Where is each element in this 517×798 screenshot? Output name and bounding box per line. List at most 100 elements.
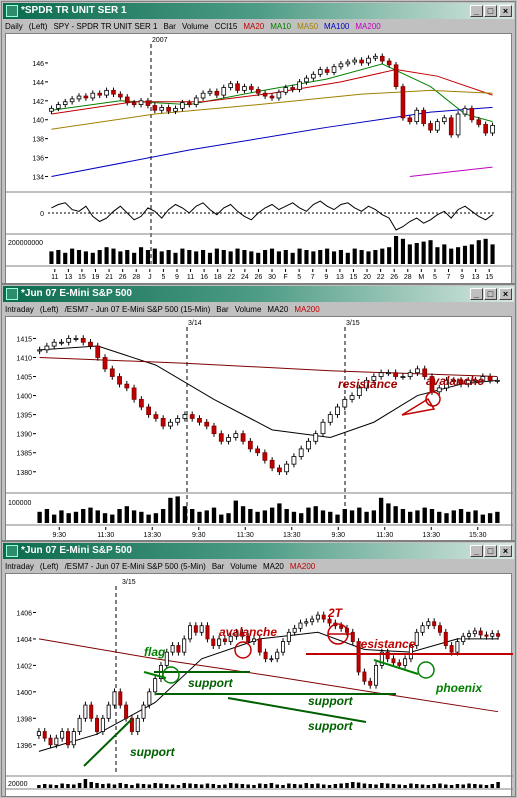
price-bar xyxy=(164,651,169,666)
y-tick-label: 146 xyxy=(32,61,44,68)
maximize-button[interactable]: □ xyxy=(484,5,497,17)
ma20-label: MA20 xyxy=(267,305,289,314)
volume-bar xyxy=(426,785,431,788)
volume-label: Volume xyxy=(234,305,262,314)
volume-bar xyxy=(83,779,88,788)
es-15min-chart[interactable]: 3/14 3/15 1380 1385 1390 1395 1400 1405 1410 1415… xyxy=(6,317,513,540)
price-bar xyxy=(291,456,297,465)
price-bar xyxy=(436,387,442,393)
price-bar xyxy=(444,379,449,389)
price-bar xyxy=(197,418,202,423)
volume-bar xyxy=(70,248,75,264)
minimize-button[interactable]: _ xyxy=(470,5,483,17)
price-bar xyxy=(60,731,65,739)
window-titlebar[interactable]: *Jun 07 E-Mini S&P 500 _ □ × xyxy=(3,286,514,302)
phoenix-line xyxy=(373,659,419,675)
volume-bar xyxy=(130,785,134,788)
cci-zero-label: 0 xyxy=(40,211,44,218)
volume-bar xyxy=(240,784,245,788)
volume-bar xyxy=(141,784,146,788)
window-titlebar[interactable]: *Jun 07 E-Mini S&P 500 _ □ × xyxy=(3,543,514,559)
y-tick-label: 1406 xyxy=(16,610,32,617)
volume-bar xyxy=(351,782,355,788)
y-tick-label: 1380 xyxy=(16,470,32,477)
price-bar xyxy=(480,376,486,381)
minimize-button[interactable]: _ xyxy=(470,288,483,300)
spy-daily-chart[interactable]: 2007 134 136 138 140 142 144 146 0 200000000 11 13 1… xyxy=(6,34,513,283)
volume-bar xyxy=(159,251,164,264)
price-bar xyxy=(449,645,454,653)
volume-bar xyxy=(414,784,419,788)
x-tick-label: 9 xyxy=(460,274,464,281)
close-button[interactable]: × xyxy=(499,288,512,300)
chart-info-bar: Intraday (Left) /ESM7 - Jun 07 E-Mini S&P … xyxy=(5,560,512,573)
maximize-button[interactable]: □ xyxy=(484,288,497,300)
volume-bar xyxy=(73,511,79,523)
x-tick-label: 18 xyxy=(214,274,222,281)
ma200-label: MA200 xyxy=(355,22,381,31)
y-tick-label: 1396 xyxy=(16,743,32,750)
x-tick-label: 15 xyxy=(78,274,86,281)
volume-bar xyxy=(408,511,413,523)
price-bar xyxy=(414,109,420,123)
volume-bar xyxy=(89,782,93,788)
x-tick-label: 15 xyxy=(485,274,493,281)
price-bar xyxy=(443,631,448,646)
price-bar xyxy=(175,418,181,423)
minimize-button[interactable]: _ xyxy=(470,545,483,557)
price-bar xyxy=(386,60,392,66)
moving-average-line xyxy=(38,638,499,713)
volume-bar xyxy=(316,783,320,788)
window-titlebar[interactable]: *SPDR TR UNIT SER 1 _ □ × xyxy=(3,3,514,19)
x-tick-label: J xyxy=(148,274,152,281)
volume-bar xyxy=(357,507,362,523)
price-bar xyxy=(432,621,437,627)
price-bar xyxy=(284,463,290,473)
kind-label: Bar xyxy=(163,22,176,31)
volume-bar xyxy=(403,785,407,788)
interval-label: Daily xyxy=(5,22,23,31)
price-bar xyxy=(352,59,358,63)
y-tick-label: 1400 xyxy=(16,394,32,401)
plot-area[interactable]: 3/14 3/15 1380 1385 1390 1395 1400 1405 1410 1415… xyxy=(5,316,513,541)
x-tick-label: 15:30 xyxy=(469,532,487,539)
price-bar xyxy=(83,704,88,719)
price-bar xyxy=(374,664,379,686)
volume-bar xyxy=(304,250,309,264)
plot-area[interactable]: 2007 134 136 138 140 142 144 146 0 200000000 11 13 1… xyxy=(5,33,513,284)
flag-line xyxy=(143,671,167,679)
volume-bar xyxy=(118,251,123,264)
volume-bar xyxy=(248,509,253,523)
maximize-button[interactable]: □ xyxy=(484,545,497,557)
volume-bar xyxy=(117,509,122,523)
price-bar xyxy=(451,379,457,382)
x-tick-label: 11:30 xyxy=(97,532,114,539)
close-button[interactable]: × xyxy=(499,545,512,557)
volume-bar xyxy=(304,783,309,788)
volume-bar xyxy=(422,507,427,523)
volume-bar xyxy=(182,506,188,523)
x-tick-label: 7 xyxy=(447,274,451,281)
price-bar xyxy=(255,89,261,94)
volume-bar xyxy=(328,511,333,523)
price-bar xyxy=(180,102,185,109)
symbol-label: SPY - SPDR TR UNIT SER 1 xyxy=(53,22,158,31)
x-tick-label: 28 xyxy=(404,274,412,281)
price-bar xyxy=(366,57,371,64)
price-bar xyxy=(124,704,129,719)
plot-area[interactable]: 3/15 1396 1398 1400 1402 1404 1406 flag avalanch… xyxy=(5,573,513,797)
volume-bar xyxy=(290,252,295,264)
close-button[interactable]: × xyxy=(499,5,512,17)
price-bar xyxy=(228,83,233,88)
volume-bar xyxy=(318,250,323,264)
x-tick-label: 26 xyxy=(255,274,263,281)
price-bar xyxy=(211,425,217,435)
price-bar xyxy=(458,379,464,385)
volume-bar xyxy=(197,511,202,523)
price-bar xyxy=(461,635,466,642)
price-bar xyxy=(255,448,260,454)
price-bar xyxy=(73,338,79,340)
y-tick-label: 144 xyxy=(32,80,44,87)
es-5min-chart[interactable]: 3/15 1396 1398 1400 1402 1404 1406 flag avalanch… xyxy=(6,574,513,796)
price-bar xyxy=(298,622,303,629)
